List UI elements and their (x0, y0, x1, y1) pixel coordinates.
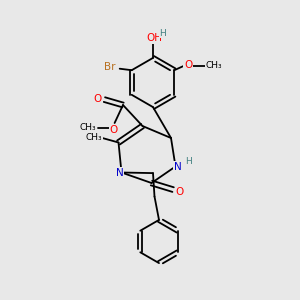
Text: CH₃: CH₃ (85, 133, 102, 142)
Text: O: O (176, 187, 184, 197)
Text: CH₃: CH₃ (80, 123, 97, 132)
Text: O: O (94, 94, 102, 104)
Text: Br: Br (104, 62, 116, 73)
Text: H: H (186, 157, 192, 166)
Text: O: O (184, 60, 193, 70)
Text: N: N (116, 167, 123, 178)
Text: O: O (110, 124, 118, 135)
Text: CH₃: CH₃ (206, 61, 223, 70)
Text: H: H (160, 28, 166, 38)
Text: N: N (174, 161, 182, 172)
Text: OH: OH (146, 33, 162, 43)
